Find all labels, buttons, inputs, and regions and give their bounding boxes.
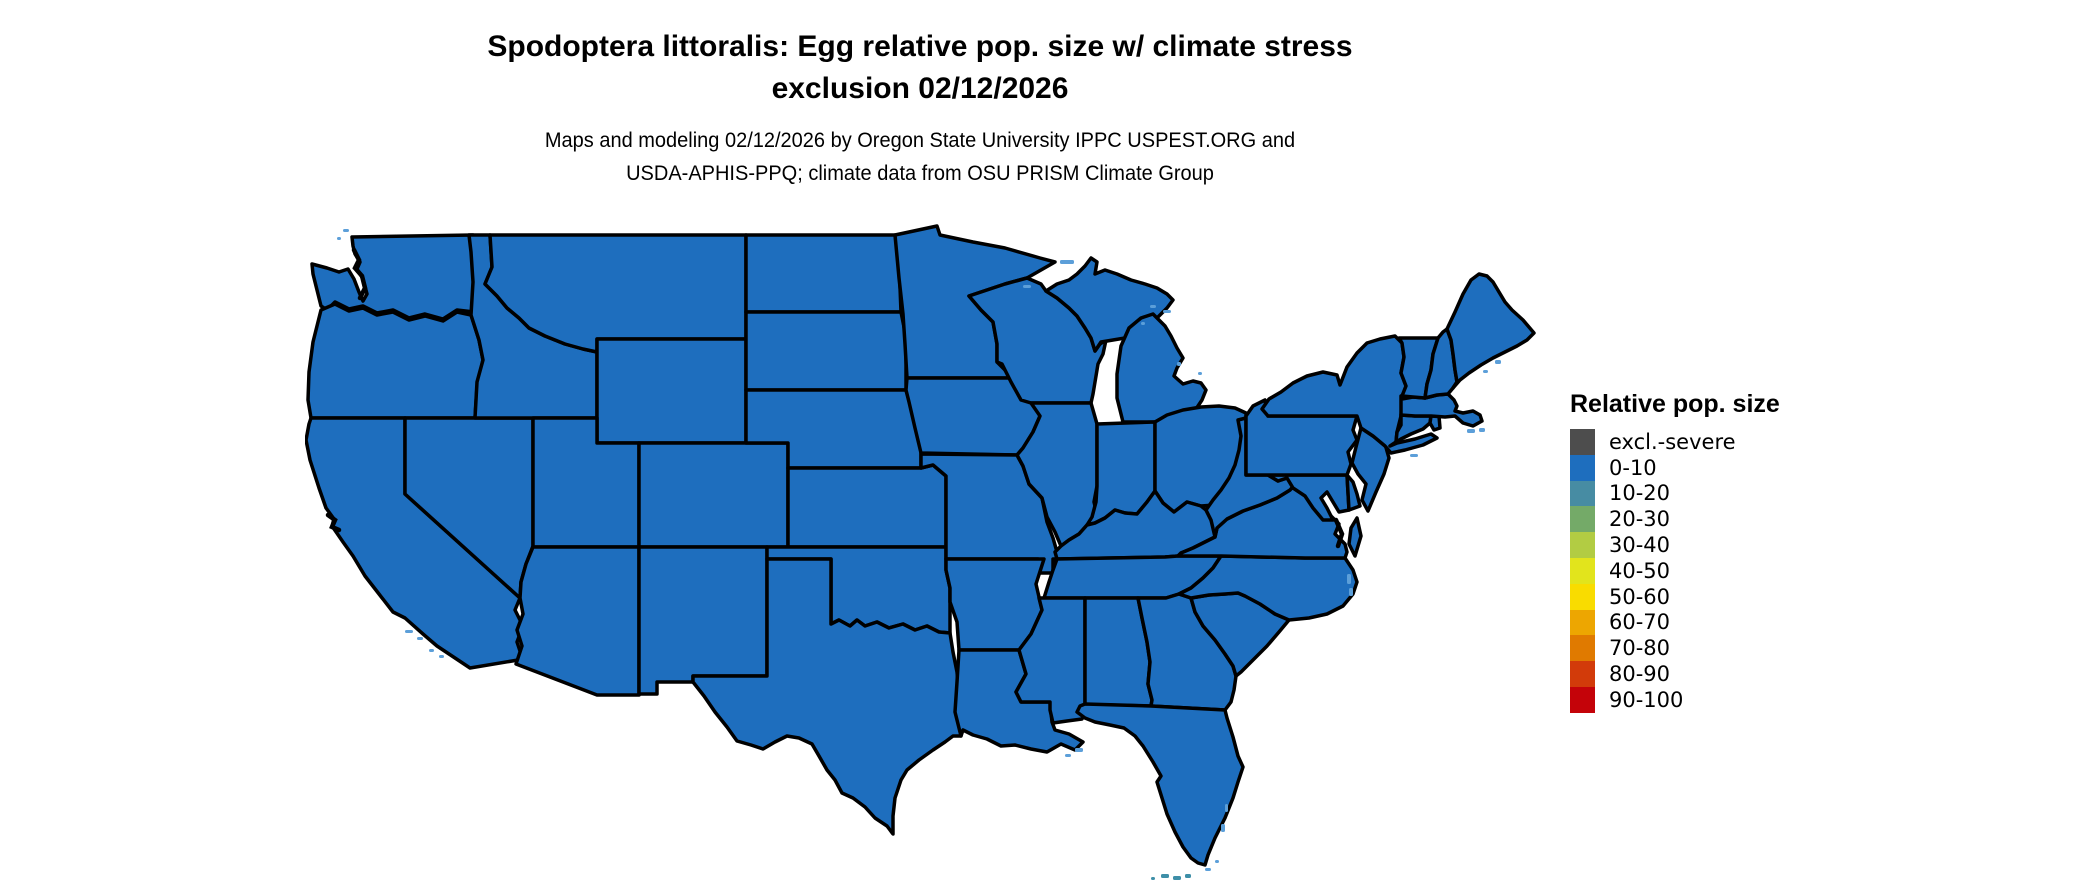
legend-label: 50-60 — [1609, 584, 1671, 609]
legend-label: excl.-severe — [1609, 429, 1736, 454]
states-layer — [305, 224, 1536, 867]
island-speck — [1479, 428, 1485, 432]
island-speck — [1205, 868, 1211, 871]
figure-title-line2: exclusion 02/12/2026 — [771, 72, 1069, 105]
legend-item: 70-80 — [1570, 635, 1780, 662]
coastline-detail — [1333, 517, 1345, 549]
legend-swatch — [1570, 661, 1595, 687]
figure-subtitle-line2: USDA-APHIS-PPQ; climate data from OSU PR… — [626, 161, 1214, 185]
island-speck — [1075, 748, 1083, 752]
legend-title: Relative pop. size — [1570, 390, 1780, 418]
island-speck — [1163, 310, 1171, 313]
legend-item: 0-10 — [1570, 454, 1780, 481]
island-speck — [417, 637, 423, 640]
legend-label: 0-10 — [1609, 455, 1657, 480]
legend-item: 90-100 — [1570, 686, 1780, 713]
state-fl — [1075, 702, 1245, 867]
legend-swatch — [1570, 532, 1595, 558]
island-speck — [1198, 372, 1202, 375]
legend-item: 30-40 — [1570, 532, 1780, 558]
island-speck — [337, 237, 341, 240]
legend-swatch — [1570, 609, 1595, 636]
map-legend: Relative pop. size excl.-severe 0-10 10-20… — [1570, 390, 1780, 713]
legend-label: 60-70 — [1609, 610, 1671, 635]
figure-title-line1: Spodoptera littoralis: Egg relative pop.… — [487, 30, 1353, 63]
island-speck — [1349, 588, 1353, 596]
state-nc — [1177, 554, 1359, 622]
state-co — [637, 441, 790, 549]
legend-label: 80-90 — [1609, 662, 1671, 687]
state-va-es — [1347, 516, 1363, 558]
state-nm — [637, 545, 769, 696]
state-wy — [595, 337, 748, 445]
state-me — [1445, 272, 1536, 390]
island-speck — [405, 630, 413, 633]
island-speck — [1177, 362, 1181, 366]
legend-swatch — [1570, 454, 1595, 481]
state-de — [1345, 473, 1362, 512]
coast-detail-layer — [325, 247, 1345, 549]
state-nd — [744, 233, 903, 314]
island-speck — [1065, 754, 1071, 757]
florida-keys-speck — [1151, 877, 1155, 880]
legend-swatch — [1570, 635, 1595, 662]
legend-label: 90-100 — [1609, 687, 1684, 712]
state-mi-lp — [1115, 312, 1208, 424]
legend-item: 20-30 — [1570, 506, 1780, 533]
state-az — [514, 545, 641, 697]
state-ks — [786, 463, 948, 549]
island-speck — [343, 229, 349, 232]
legend-swatch — [1570, 480, 1595, 507]
island-speck — [1483, 370, 1488, 373]
state-or — [306, 302, 485, 420]
island-speck — [1225, 804, 1228, 812]
coastline-detail — [325, 512, 342, 533]
island-speck — [439, 655, 444, 658]
legend-label: 70-80 — [1609, 636, 1671, 661]
island-speck — [1467, 429, 1475, 433]
island-fringe-layer — [337, 229, 1501, 880]
florida-keys-speck — [1161, 874, 1169, 878]
island-speck — [1495, 360, 1501, 364]
island-speck — [1141, 322, 1145, 325]
us-choropleth-map — [305, 224, 1536, 880]
legend-item: 80-90 — [1570, 661, 1780, 687]
legend-rows: excl.-severe 0-10 10-20 20-30 30-40 40-50 50-6… — [1570, 429, 1780, 713]
island-speck — [1060, 260, 1074, 264]
legend-item: 50-60 — [1570, 583, 1780, 610]
island-speck — [1150, 305, 1156, 308]
island-speck — [1221, 824, 1225, 832]
legend-swatch — [1570, 583, 1595, 610]
legend-label: 30-40 — [1609, 533, 1671, 558]
figure-subtitle: Maps and modeling 02/12/2026 by Oregon S… — [64, 124, 1775, 190]
florida-keys-speck — [1173, 876, 1181, 880]
state-md — [1266, 473, 1351, 522]
legend-swatch — [1570, 429, 1595, 455]
coastline-detail — [351, 247, 368, 301]
figure-subtitle-line1: Maps and modeling 02/12/2026 by Oregon S… — [544, 128, 1296, 152]
state-tx — [691, 557, 965, 836]
state-wi — [967, 276, 1108, 405]
island-speck — [1023, 285, 1031, 288]
island-speck — [1215, 860, 1219, 863]
legend-item: excl.-severe — [1570, 429, 1780, 455]
legend-swatch — [1570, 557, 1595, 584]
island-speck — [1347, 574, 1351, 584]
island-speck — [429, 649, 434, 652]
legend-label: 20-30 — [1609, 507, 1671, 532]
legend-label: 40-50 — [1609, 558, 1671, 583]
state-mi-up — [1044, 256, 1175, 353]
state-pa — [1244, 398, 1359, 477]
state-ca — [305, 416, 525, 670]
legend-item: 60-70 — [1570, 609, 1780, 636]
legend-item: 10-20 — [1570, 480, 1780, 507]
state-sd — [744, 310, 908, 392]
legend-swatch — [1570, 686, 1595, 713]
island-speck — [1410, 454, 1418, 457]
legend-item: 40-50 — [1570, 557, 1780, 584]
figure-title: Spodoptera littoralis: Egg relative pop.… — [0, 26, 1840, 110]
legend-label: 10-20 — [1609, 481, 1671, 506]
florida-keys-speck — [1185, 874, 1191, 878]
legend-swatch — [1570, 506, 1595, 533]
